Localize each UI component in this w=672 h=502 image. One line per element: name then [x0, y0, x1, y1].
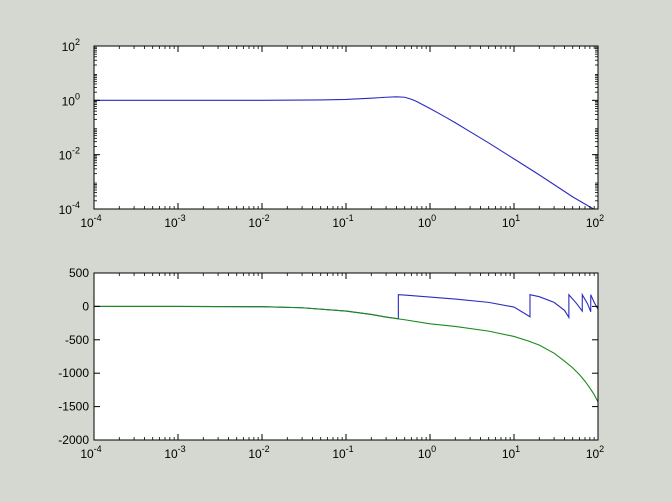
axes-area	[94, 46, 598, 209]
y-tick-label: -500	[65, 333, 89, 347]
x-tick-label: 10-1	[332, 213, 353, 230]
x-tick-label: 10-4	[80, 444, 101, 461]
y-tick-label: -1000	[58, 366, 89, 380]
axes-area	[94, 273, 598, 440]
x-tick-label: 10-3	[164, 444, 185, 461]
y-tick-label: -2000	[58, 433, 89, 447]
x-tick-label: 100	[418, 213, 436, 230]
y-tick-label: -1500	[58, 400, 89, 414]
x-tick-label: 10-1	[332, 444, 353, 461]
x-tick-label: 101	[502, 444, 520, 461]
x-tick-label: 102	[586, 444, 604, 461]
x-tick-label: 10-2	[248, 444, 269, 461]
series-line-1	[94, 96, 595, 209]
x-tick-label: 102	[586, 213, 604, 230]
y-tick-label: 500	[69, 266, 89, 280]
x-tick-label: 101	[502, 213, 520, 230]
y-tick-label: 100	[62, 91, 80, 108]
y-tick-label: 10-2	[59, 146, 80, 163]
x-tick-label: 10-3	[164, 213, 185, 230]
x-tick-label: 10-4	[80, 213, 101, 230]
axes-frame	[93, 272, 599, 441]
magnitude-plot: 10-4 10-3 10-2 10-1 100 101 102 10-4 10-2 100 102	[59, 37, 605, 230]
x-tick-label: 10-2	[248, 213, 269, 230]
y-tick-label: 102	[62, 37, 80, 54]
x-tick-label: 100	[418, 444, 436, 461]
y-tick-label: 10-4	[59, 200, 80, 217]
axes-frame	[93, 45, 599, 210]
phase-plot: 10-4 10-3 10-2 10-1 100 101 102 500 0 -500 -1000 -1…	[58, 266, 604, 461]
y-tick-label: 0	[82, 299, 89, 313]
series-line-2	[94, 305, 598, 403]
